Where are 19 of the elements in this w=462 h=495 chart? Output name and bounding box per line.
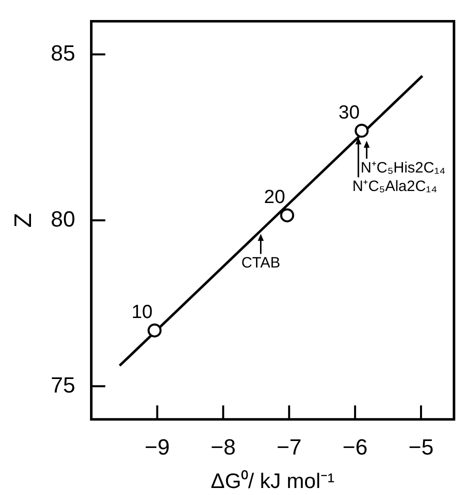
x-tick-label: −8 <box>210 434 236 460</box>
annotation: 20 <box>264 187 286 208</box>
point <box>354 124 369 138</box>
annotation: N⁺C₅Ala2C₁₄ <box>352 178 438 195</box>
x-tick-label: −6 <box>342 434 368 460</box>
y-axis-title: Z <box>10 212 38 228</box>
y-tick-label: 80 <box>50 206 76 232</box>
y-tick-label: 75 <box>50 372 76 398</box>
point <box>280 208 294 222</box>
annotation: 30 <box>338 102 360 124</box>
x-tick-label: −5 <box>408 434 434 460</box>
x-tick-label: −7 <box>276 434 302 460</box>
x-tick-label: −9 <box>144 434 170 460</box>
x-axis-title: ΔG⁰/ kJ mol⁻¹ <box>210 470 334 494</box>
y-tick-label: 85 <box>50 40 76 66</box>
annotation: CTAB <box>241 254 280 272</box>
annotation: 10 <box>131 302 153 324</box>
annotation: N⁺C₅His2C₁₄ <box>360 159 446 176</box>
point <box>148 323 162 338</box>
